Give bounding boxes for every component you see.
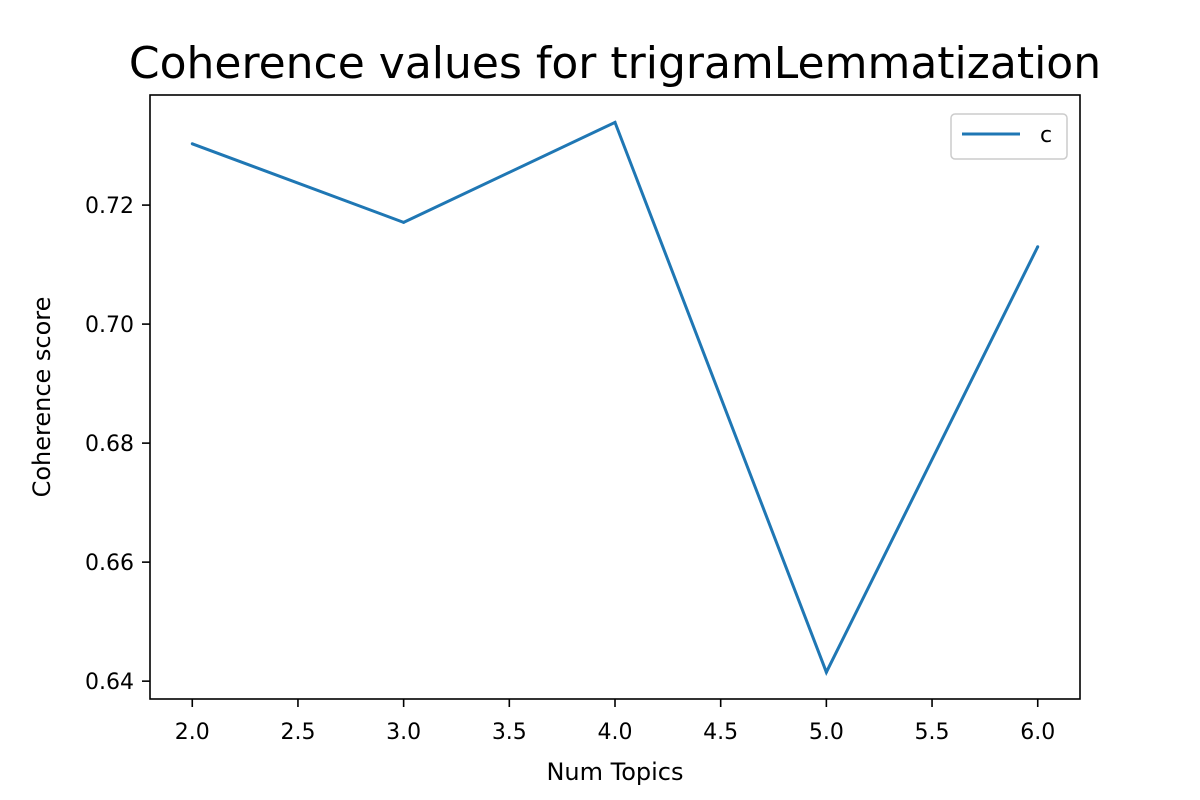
data-point bbox=[190, 142, 194, 146]
x-tick-label: 3.0 bbox=[386, 720, 421, 745]
plot-frame bbox=[149, 94, 1081, 700]
y-tick-label: 0.70 bbox=[85, 313, 134, 338]
x-axis: 2.0 2.5 3.0 3.5 4.0 4.5 5.0 5.5 6.0 bbox=[175, 699, 1055, 745]
x-tick-label: 6.0 bbox=[1020, 720, 1055, 745]
data-point bbox=[824, 670, 828, 674]
legend-label: c bbox=[1040, 123, 1052, 148]
chart-title: Coherence values for trigramLemmatizatio… bbox=[129, 38, 1101, 89]
x-tick-label: 4.0 bbox=[598, 720, 633, 745]
y-tick-label: 0.64 bbox=[85, 670, 134, 695]
x-tick-label: 5.0 bbox=[809, 720, 844, 745]
legend-box bbox=[950, 113, 1068, 160]
series-line bbox=[191, 120, 1040, 676]
series-layer bbox=[190, 120, 1040, 676]
y-tick-label: 0.66 bbox=[85, 551, 134, 576]
x-tick-label: 3.5 bbox=[492, 720, 527, 745]
y-axis: 0.64 0.66 0.68 0.70 0.72 bbox=[85, 194, 150, 695]
x-tick-label: 2.0 bbox=[175, 720, 210, 745]
data-point bbox=[1036, 245, 1040, 249]
legend: c bbox=[950, 113, 1068, 160]
data-point bbox=[402, 220, 406, 224]
y-tick-label: 0.68 bbox=[85, 432, 134, 457]
y-tick-label: 0.72 bbox=[85, 194, 134, 219]
y-axis-label: Coherence score bbox=[28, 297, 56, 498]
x-tick-label: 5.5 bbox=[915, 720, 950, 745]
data-point bbox=[613, 120, 617, 124]
x-tick-label: 2.5 bbox=[280, 720, 315, 745]
x-tick-label: 4.5 bbox=[703, 720, 738, 745]
x-axis-label: Num Topics bbox=[546, 758, 683, 786]
